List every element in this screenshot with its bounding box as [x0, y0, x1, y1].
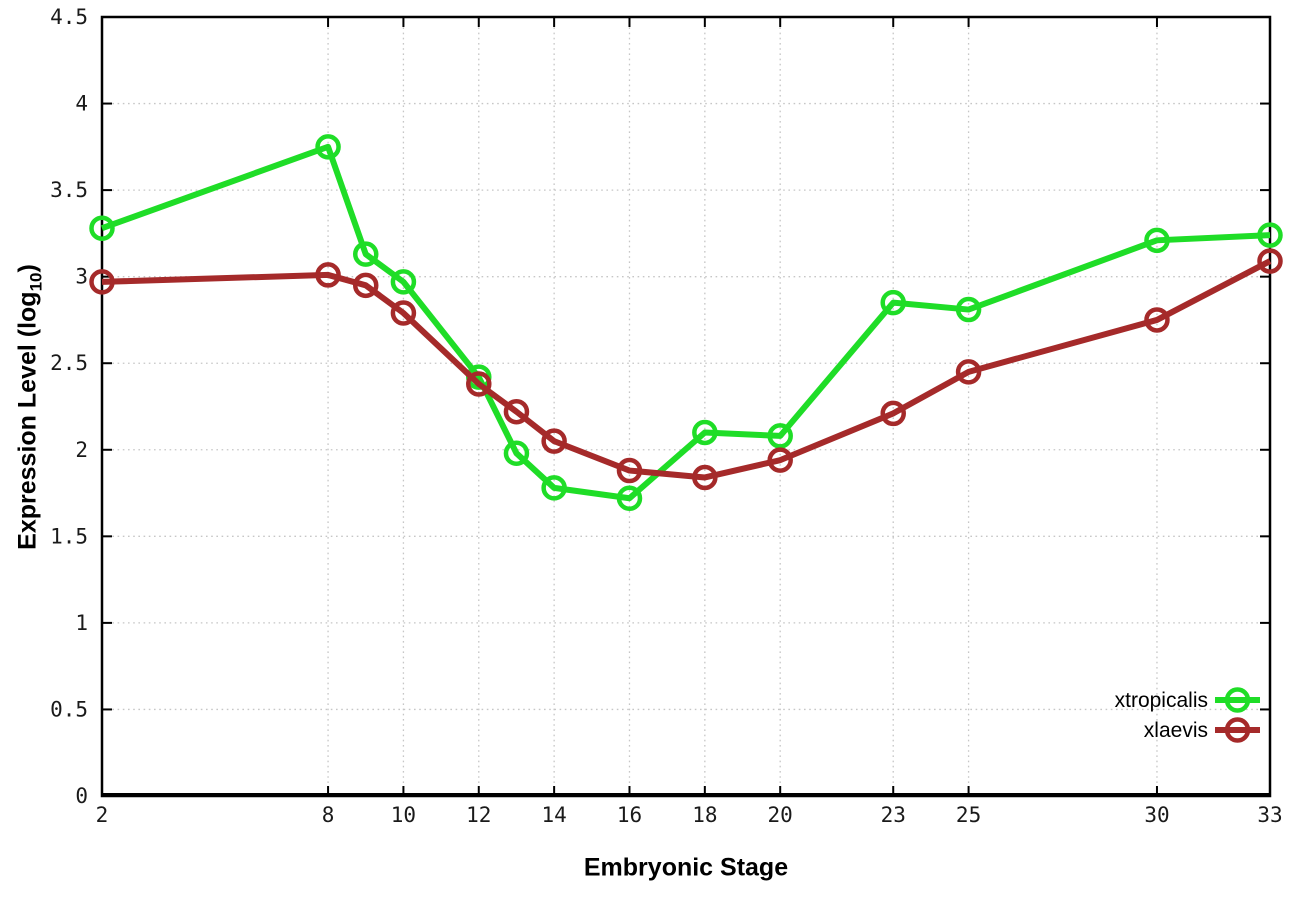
data-point-xlaevis-stage-18 [692, 464, 718, 491]
y-tick-label: 0.5 [50, 697, 88, 721]
data-point-xtropicalis-stage-30 [1144, 227, 1170, 254]
y-axis-title: Expression Level (log10) [14, 264, 47, 550]
legend-marker-xtropicalis [1224, 687, 1251, 713]
data-point-xlaevis-stage-13 [503, 398, 530, 425]
x-tick-label: 18 [692, 803, 717, 827]
legend-label-xlaevis: xlaevis [1144, 719, 1208, 742]
x-tick-label: 25 [956, 803, 981, 827]
x-tick-label: 16 [617, 803, 642, 827]
x-tick-label: 30 [1144, 803, 1169, 827]
data-point-xlaevis-stage-9 [352, 272, 379, 299]
data-point-xtropicalis-stage-20 [767, 423, 793, 449]
x-tick-label: 8 [322, 803, 335, 827]
y-tick-label: 4 [75, 92, 88, 116]
y-tick-label: 1.5 [50, 524, 88, 548]
y-tick-label: 4.5 [50, 5, 88, 29]
data-point-xtropicalis-stage-14 [541, 475, 567, 501]
data-point-xtropicalis-stage-18 [692, 419, 718, 446]
x-tick-label: 12 [466, 803, 491, 827]
y-tick-label: 3 [75, 265, 88, 289]
series-line-xlaevis [101, 258, 1272, 481]
data-point-xlaevis-stage-12 [466, 371, 492, 397]
x-tick-label: 33 [1257, 803, 1282, 827]
data-point-xlaevis-stage-14 [541, 428, 567, 454]
y-axis-title-text: Expression Level (log [13, 291, 42, 550]
legend-label-xtropicalis: xtropicalis [1115, 689, 1208, 712]
y-tick-label: 2 [75, 438, 88, 462]
y-axis-title-subscript: 10 [26, 272, 46, 292]
data-point-xlaevis-stage-10 [390, 300, 417, 326]
data-point-xtropicalis-stage-13 [503, 440, 530, 466]
data-point-xtropicalis-stage-2 [89, 215, 115, 241]
x-tick-label: 14 [541, 803, 566, 827]
y-axis-title-close: ) [13, 264, 42, 273]
x-tick-label: 10 [391, 803, 416, 827]
x-tick-label: 2 [96, 803, 109, 827]
y-tick-label: 0 [75, 784, 88, 808]
x-tick-label: 20 [768, 803, 793, 827]
data-point-xlaevis-stage-2 [89, 269, 115, 295]
y-tick-label: 2.5 [50, 351, 88, 375]
data-point-xlaevis-stage-33 [1257, 248, 1283, 274]
y-tick-label: 3.5 [50, 178, 88, 202]
data-point-xtropicalis-stage-8 [315, 134, 341, 160]
data-point-xtropicalis-stage-33 [1257, 222, 1283, 248]
data-point-xtropicalis-stage-9 [352, 241, 379, 267]
data-point-xtropicalis-stage-16 [616, 485, 643, 511]
plot-border [100, 15, 1272, 798]
data-point-xlaevis-stage-23 [880, 400, 906, 427]
x-tick-label: 23 [881, 803, 906, 827]
data-point-xtropicalis-stage-23 [880, 289, 906, 316]
data-point-xlaevis-stage-8 [315, 262, 341, 288]
data-point-xlaevis-stage-16 [616, 457, 643, 484]
legend-marker-xlaevis [1224, 717, 1251, 743]
x-axis-title: Embryonic Stage [583, 853, 789, 882]
data-point-xtropicalis-stage-25 [955, 296, 982, 323]
data-point-xlaevis-stage-25 [955, 359, 982, 385]
y-tick-label: 1 [75, 611, 88, 635]
series-line-xtropicalis [100, 143, 1271, 502]
data-point-xtropicalis-stage-10 [390, 269, 417, 295]
data-point-xlaevis-stage-20 [767, 447, 793, 473]
data-point-xlaevis-stage-30 [1144, 307, 1170, 333]
